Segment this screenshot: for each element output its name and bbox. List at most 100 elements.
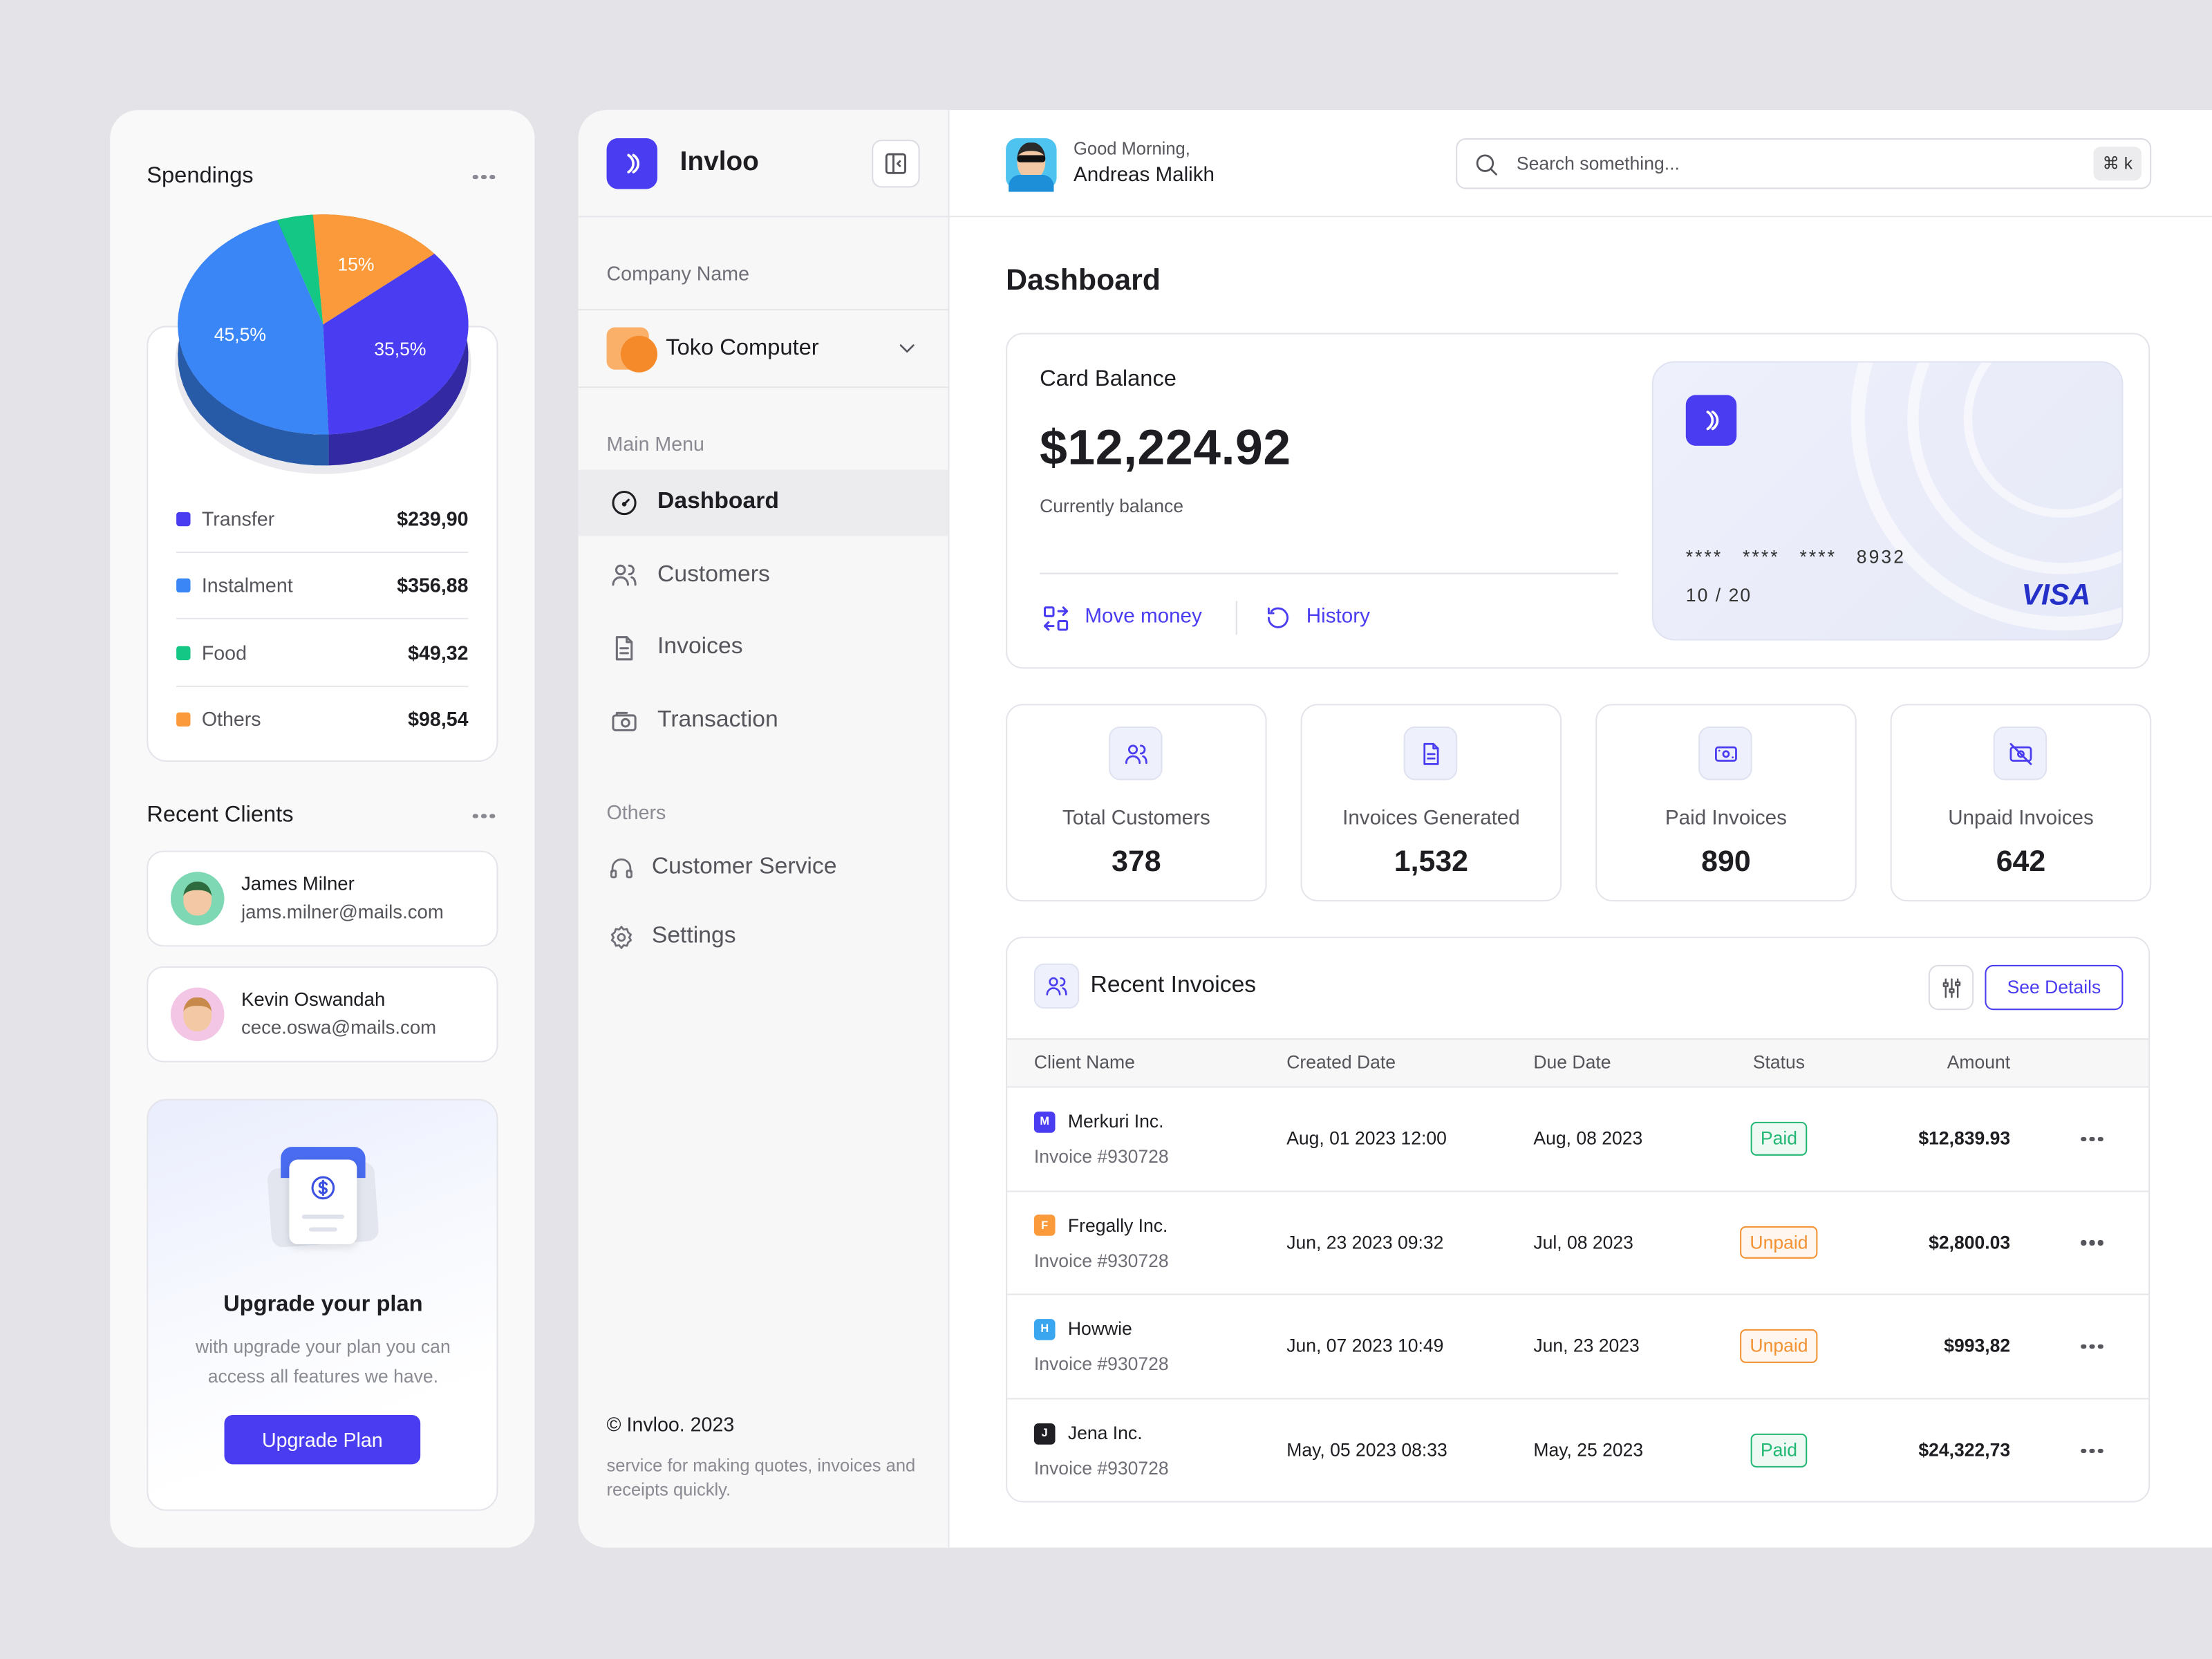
dollar-icon-part [311, 1176, 335, 1200]
more-button-part [2097, 1136, 2103, 1142]
upgrade-button-label[interactable]: Upgrade Plan [261, 1427, 383, 1451]
filter-button[interactable] [1928, 964, 1974, 1011]
more-button-part [2081, 1240, 2086, 1246]
pie-slice [323, 254, 469, 435]
pie-label: 15% [337, 254, 374, 274]
stat-icon-part [1124, 754, 1141, 764]
company-name: Toko Computer [666, 336, 819, 361]
upgrade-title: Upgrade your plan [223, 1293, 423, 1317]
due-date: Jul, 08 2023 [1533, 1231, 1633, 1253]
search-placeholder[interactable]: Search something... [1516, 152, 1680, 174]
legend-name: Food [201, 640, 247, 664]
client-card[interactable] [147, 850, 498, 947]
stat-icon-part [1138, 744, 1147, 764]
user-avatar-shirt [1009, 175, 1054, 192]
client-name: Fregally Inc. [1067, 1214, 1168, 1236]
legend-swatch [176, 712, 191, 727]
more-button-part [472, 174, 478, 180]
pie-slice [276, 214, 324, 325]
balance-label: Card Balance [1040, 367, 1177, 392]
more-button[interactable] [2078, 1340, 2106, 1353]
menu-label[interactable]: Customers [657, 561, 770, 587]
search-box[interactable] [1456, 138, 2152, 189]
header-divider [578, 216, 2212, 218]
legend-amount: $356,88 [397, 574, 469, 597]
menu-icon-part [615, 711, 628, 716]
stat-icon-box [1698, 727, 1752, 780]
client-badge [1033, 1215, 1056, 1237]
menu-icon [610, 857, 632, 878]
more-button-part [472, 813, 478, 818]
pie-label: 35,5% [374, 339, 426, 359]
company-label: Company Name [606, 261, 749, 285]
more-button-part [2097, 1448, 2103, 1454]
legend-swatch [176, 645, 191, 660]
pie-slice [178, 220, 329, 435]
action-link[interactable]: History [1306, 606, 1370, 628]
amount: $12,839.93 [1918, 1127, 2011, 1149]
status-badge: Paid [1750, 1121, 1808, 1156]
search-icon [1475, 153, 1497, 175]
stat-icon-part [1423, 742, 1438, 765]
stat-icon-part [2009, 745, 2032, 761]
see-details-button[interactable] [1985, 964, 2124, 1011]
dollar-icon [311, 1176, 335, 1200]
menu-label[interactable]: Invoices [657, 634, 743, 660]
move-icon-part [1056, 619, 1068, 630]
more-button[interactable] [2078, 1443, 2106, 1457]
menu-item-active[interactable] [578, 469, 948, 536]
more-button[interactable] [470, 169, 498, 183]
more-button-part [2081, 1448, 2086, 1454]
see-details-label[interactable]: See Details [2007, 976, 2101, 998]
client-badge [1033, 1111, 1056, 1132]
pie-slice [312, 214, 435, 325]
pie-side [328, 254, 469, 466]
more-button[interactable] [470, 808, 498, 822]
more-button-part [2097, 1344, 2103, 1349]
more-button-part [2097, 1240, 2103, 1246]
more-button[interactable] [2078, 1235, 2106, 1249]
company-selector[interactable] [578, 308, 948, 388]
menu-heading: Main Menu [606, 432, 704, 456]
action-link[interactable]: Move money [1085, 606, 1202, 628]
user-avatar-glasses [1017, 155, 1046, 162]
company-logo-shape [620, 335, 658, 373]
invoices-icon-part [1049, 977, 1058, 987]
stat-card [1300, 704, 1562, 902]
card-logo-mark [1706, 411, 1719, 431]
column-header: Client Name [1033, 1051, 1135, 1073]
row-divider [1007, 1294, 2149, 1296]
collapse-button[interactable] [872, 140, 920, 188]
menu-icon-part [619, 635, 632, 655]
table-header [1007, 1038, 2149, 1088]
history-icon [1267, 607, 1289, 628]
client-badge [1033, 1423, 1056, 1444]
more-button-part [489, 174, 495, 180]
menu-icon-part [615, 635, 632, 661]
filter-icon [1942, 977, 1960, 997]
stat-icon-part [2009, 742, 2032, 765]
logo-mark-part [627, 153, 640, 174]
legend-name: Transfer [201, 507, 275, 530]
upgrade-text: with upgrade your plan you can access al… [195, 1335, 451, 1387]
stat-icon-part [2016, 749, 2024, 758]
amount: $993,82 [1944, 1335, 2011, 1357]
pie-label: 45,5% [214, 324, 266, 345]
collapse-icon-part [892, 153, 901, 174]
menu-icon-part [610, 868, 617, 878]
invoice-number: Invoice #930728 [1033, 1249, 1169, 1271]
row-divider [1007, 1398, 2149, 1400]
menu-label[interactable]: Transaction [657, 706, 778, 733]
stat-icon [1714, 745, 1736, 761]
upgrade-button[interactable] [224, 1414, 421, 1465]
created-date: Aug, 01 2023 12:00 [1286, 1127, 1447, 1149]
invoices-icon-box [1033, 963, 1080, 1009]
menu-label[interactable]: Dashboard [657, 488, 779, 514]
more-button-part [480, 174, 487, 180]
greeting: Good Morning, [1074, 139, 1190, 159]
collapse-icon-part [885, 153, 906, 174]
shortcut-pill [2093, 147, 2141, 181]
menu-label[interactable]: Settings [651, 922, 736, 948]
menu-label[interactable]: Customer Service [651, 853, 837, 879]
more-button[interactable] [2078, 1132, 2106, 1145]
